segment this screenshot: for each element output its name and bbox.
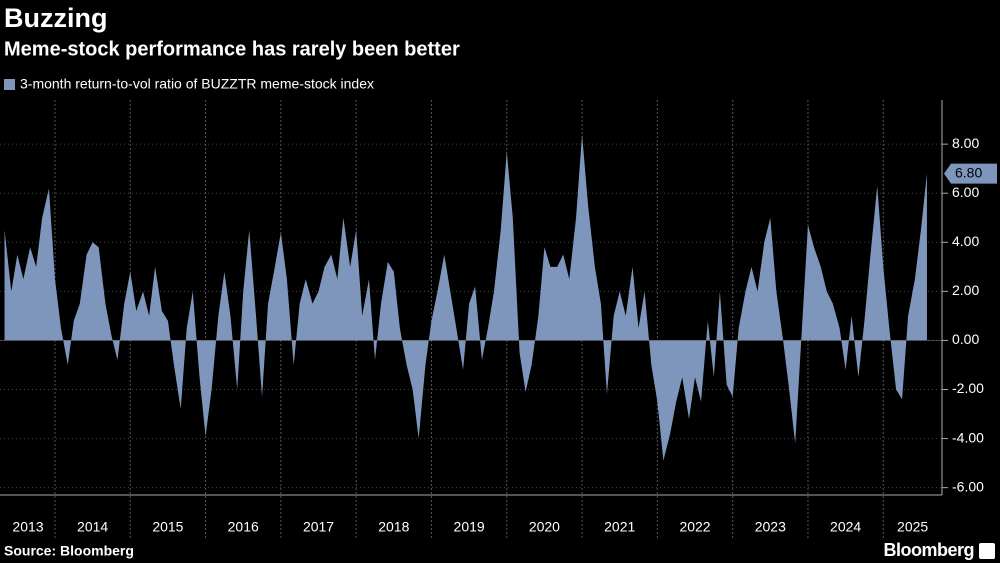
brand-logo: Bloomberg (883, 540, 974, 560)
y-tick-label: 2.00 (952, 282, 979, 298)
x-tick-label: 2025 (897, 519, 928, 535)
last-value-label: 6.80 (955, 164, 982, 180)
last-value-tag (944, 163, 997, 184)
area (4, 134, 927, 461)
x-tick-label: 2014 (77, 519, 108, 535)
y-tick-label: 4.00 (952, 233, 979, 249)
x-tick-label: 2018 (378, 519, 409, 535)
x-tick-label: 2016 (228, 519, 259, 535)
brand-icon (979, 543, 995, 559)
x-tick-label: 2024 (830, 519, 861, 535)
x-tick-label: 2015 (152, 519, 183, 535)
chart-subtitle: Meme-stock performance has rarely been b… (4, 38, 460, 60)
x-tick-label: 2022 (679, 519, 710, 535)
legend-label: 3-month return-to-vol ratio of BUZZTR me… (20, 76, 374, 92)
source-note: Source: Bloomberg (4, 543, 134, 559)
y-tick-label: 8.00 (952, 135, 979, 151)
x-tick-label: 2013 (12, 519, 43, 535)
legend-swatch (4, 79, 15, 90)
y-tick-label: 0.00 (952, 331, 979, 347)
y-tick-label: 6.00 (952, 184, 979, 200)
x-tick-label: 2023 (755, 519, 786, 535)
x-tick-label: 2017 (303, 519, 334, 535)
x-tick-label: 2020 (529, 519, 560, 535)
x-tick-label: 2019 (454, 519, 485, 535)
x-tick-label: 2021 (604, 519, 635, 535)
y-tick-label: -2.00 (952, 380, 984, 396)
y-tick-label: -6.00 (952, 478, 984, 494)
chart-title: Buzzing (4, 3, 107, 33)
y-tick-label: -4.00 (952, 429, 984, 445)
